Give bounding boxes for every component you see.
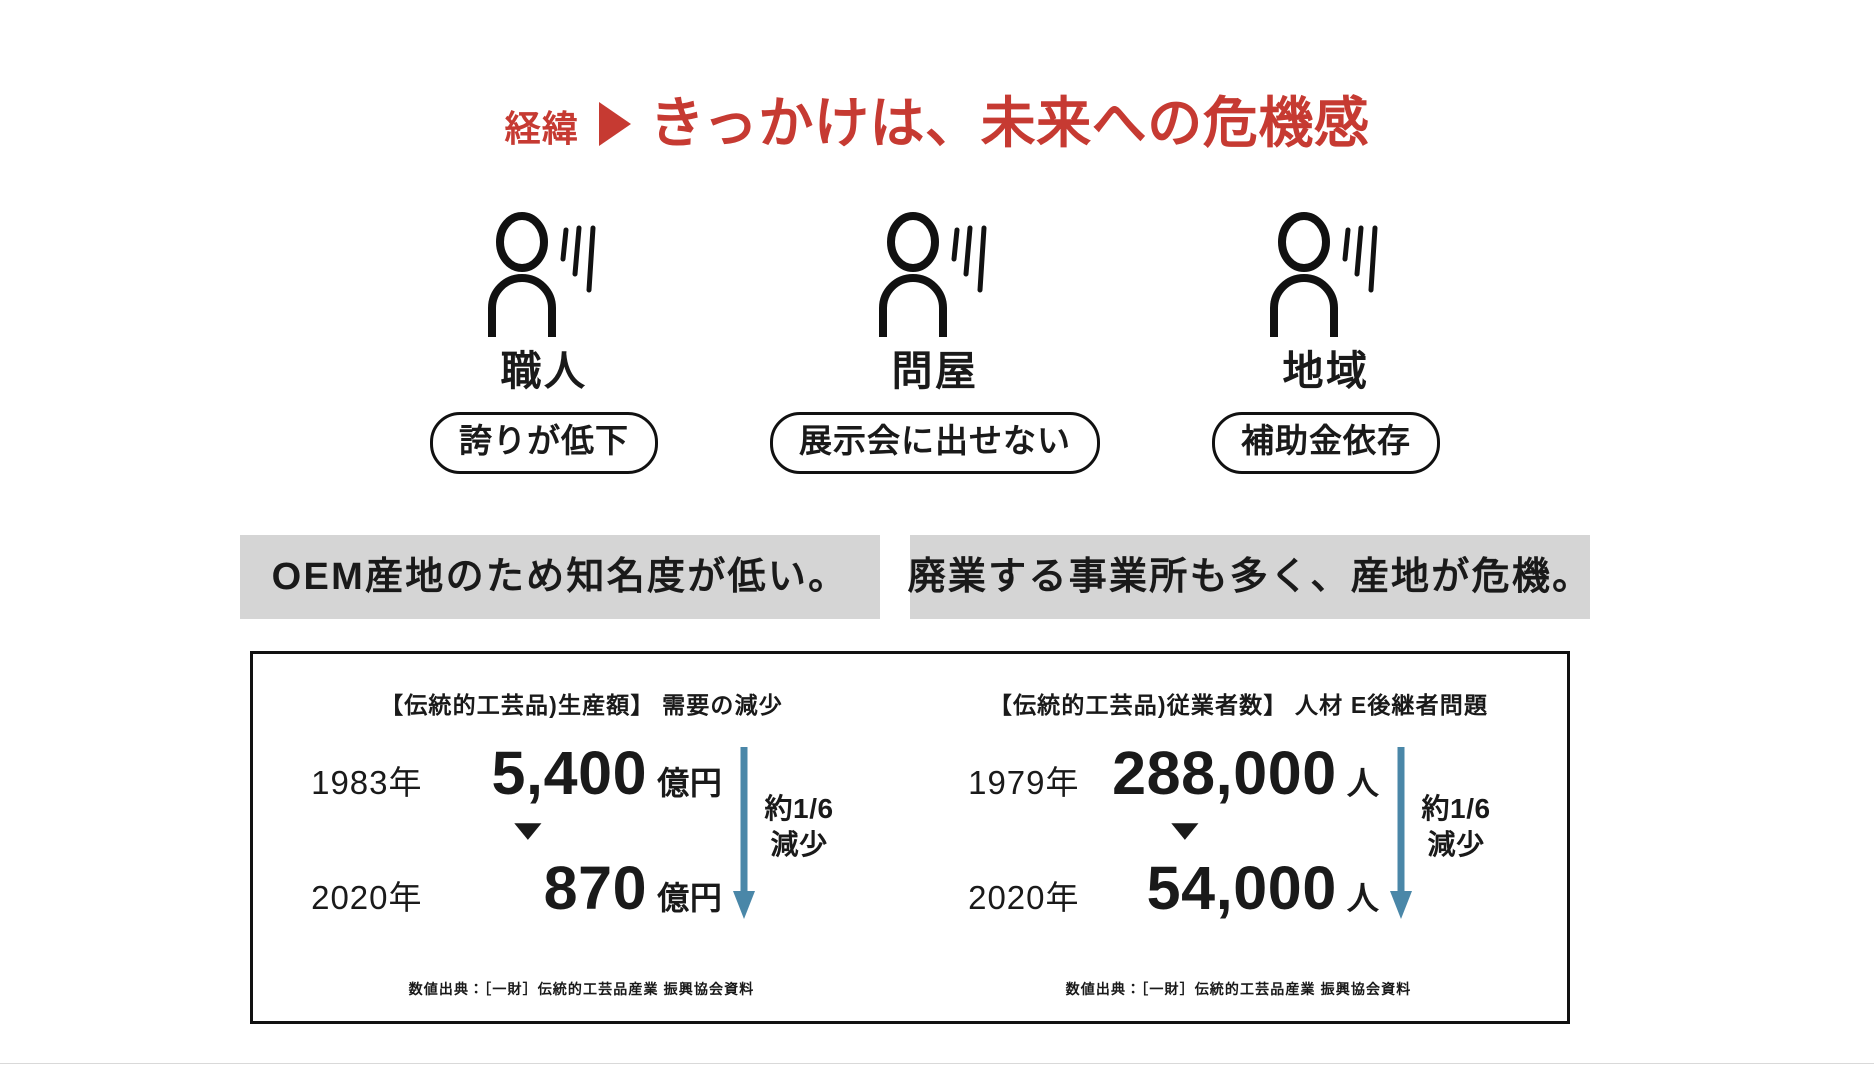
stat-block-workforce: 【伝統的工芸品)従業者数】 人材 E後継者問題 1979年 288,000 人 ▼… — [910, 654, 1567, 1021]
down-caret-icon: ▼ — [504, 814, 551, 847]
persona-column-craftsman: 職人 誇りが低下 — [430, 212, 658, 474]
reduction-line-1: 約1/6 — [1421, 793, 1491, 824]
stat-value: 870 — [543, 854, 648, 922]
person-icon — [1270, 212, 1378, 337]
stat-value: 288,000 — [1112, 739, 1337, 807]
footer-divider — [0, 1063, 1874, 1064]
stat-value: 5,400 — [491, 739, 648, 807]
stat-unit: 億円 — [657, 765, 723, 801]
stat-unit: 人 — [1346, 765, 1380, 801]
stat-source: 数値出典：［一財］伝統的工芸品産業 振興協会資料 — [408, 981, 755, 997]
reduction-line-2: 減少 — [770, 828, 828, 860]
stat-year: 2020年 — [968, 879, 1080, 916]
down-caret-icon: ▼ — [1161, 814, 1208, 847]
stat-unit: 億円 — [657, 880, 723, 916]
stat-block-production: 【伝統的工芸品)生産額】 需要の減少 1983年 5,400 億円 ▼ 2020年 — [253, 654, 910, 1021]
persona-pill: 展示会に出せない — [770, 412, 1100, 474]
stat-heading: 【伝統的工芸品)従業者数】 人材 E後継者問題 — [988, 692, 1489, 718]
stat-year: 1979年 — [968, 764, 1080, 801]
title-main: きっかけは、未来への危機感 — [649, 92, 1370, 154]
stat-year: 1983年 — [311, 764, 423, 801]
banner-crisis: 廃業する事業所も多く、産地が危機。 — [907, 535, 1593, 619]
persona-column-region: 地域 補助金依存 — [1212, 212, 1440, 474]
person-icon — [487, 212, 596, 337]
page-title: 経緯 きっかけは、未来への危機感 — [0, 96, 1874, 151]
persona-group: 職人 誇りが低下 問屋 展示会に出せない 地域 補助金依存 — [430, 212, 1440, 474]
reduction-line-1: 約1/6 — [764, 793, 834, 824]
stats-panel: 【伝統的工芸品)生産額】 需要の減少 1983年 5,400 億円 ▼ 2020年 — [250, 651, 1570, 1024]
reduction-annotation: 約1/6 減少 — [1388, 743, 1548, 921]
stat-row: 2020年 870 億円 — [273, 858, 723, 919]
stat-source: 数値出典：［一財］伝統的工芸品産業 振興協会資料 — [1065, 981, 1412, 997]
reduction-note: 約1/6 減少 — [765, 791, 834, 863]
persona-label: 地域 — [1282, 348, 1370, 394]
play-triangle-icon — [599, 101, 632, 146]
persona-pill: 補助金依存 — [1212, 412, 1440, 474]
persona-label: 問屋 — [891, 348, 979, 394]
stat-year: 2020年 — [311, 879, 423, 916]
persona-pill: 誇りが低下 — [430, 412, 658, 474]
stat-row: 2020年 54,000 人 — [930, 858, 1380, 919]
persona-label: 職人 — [500, 348, 588, 394]
stat-heading: 【伝統的工芸品)生産額】 需要の減少 — [380, 692, 783, 718]
reduction-note: 約1/6 減少 — [1422, 791, 1491, 863]
title-kicker: 経緯 — [504, 107, 580, 149]
banner-oem: OEM産地のため知名度が低い。 — [240, 535, 880, 619]
stat-unit: 人 — [1346, 880, 1380, 916]
reduction-line-2: 減少 — [1427, 828, 1485, 860]
person-icon — [878, 212, 987, 337]
banner-group: OEM産地のため知名度が低い。 廃業する事業所も多く、産地が危機。 — [240, 535, 1590, 619]
stat-row: 1979年 288,000 人 — [930, 743, 1380, 804]
persona-column-wholesaler: 問屋 展示会に出せない — [770, 212, 1100, 474]
stat-row: 1983年 5,400 億円 — [273, 743, 723, 804]
banner-text: 廃業する事業所も多く、産地が危機。 — [907, 556, 1593, 598]
down-arrow-icon — [1389, 747, 1412, 919]
stat-value: 54,000 — [1146, 854, 1337, 922]
banner-text: OEM産地のため知名度が低い。 — [271, 556, 849, 598]
down-arrow-icon — [732, 747, 755, 919]
reduction-annotation: 約1/6 減少 — [731, 743, 891, 921]
